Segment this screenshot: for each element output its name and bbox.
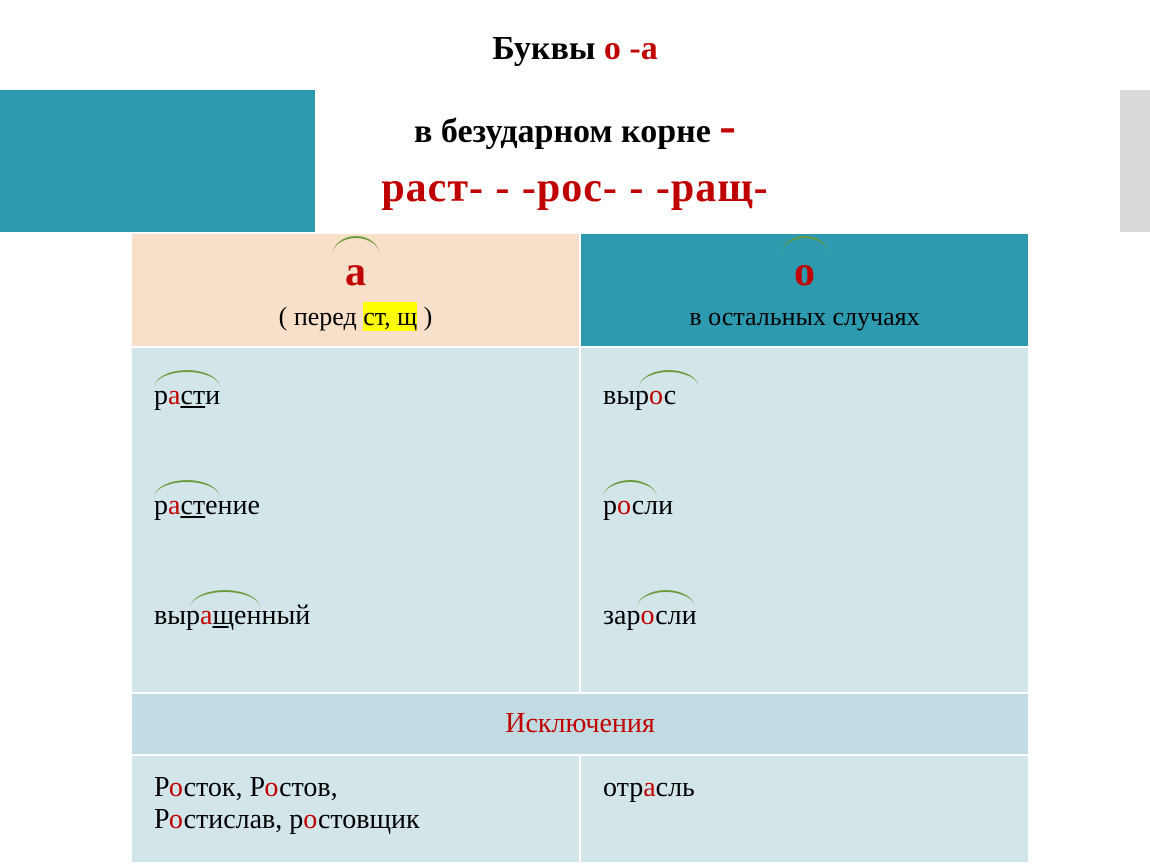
title-line-1: Буквы о -а: [0, 30, 1150, 68]
rule-table: а ( перед ст, щ ) о в остальных случаях …: [130, 232, 1030, 864]
sub-label-left: ( перед ст, щ ): [154, 302, 557, 332]
exception-line: Росток, Ростов,: [154, 772, 557, 804]
title-text-part: Буквы: [492, 30, 604, 67]
arc-icon: [603, 480, 657, 498]
exceptions-header: Исключения: [131, 693, 1029, 755]
exceptions-left-cell: Росток, Ростов,Ростислав, ростовщик: [131, 755, 580, 863]
exception-line: Ростислав, ростовщик: [154, 804, 557, 836]
arc-icon: [154, 480, 220, 498]
examples-left-cell: расти растение выращенный: [131, 347, 580, 693]
exceptions-row: Росток, Ростов,Ростислав, ростовщик отра…: [131, 755, 1029, 863]
title-line-3: раст- - -рос- - -ращ-: [0, 164, 1150, 212]
arc-icon: [332, 236, 380, 256]
examples-right-cell: вырос росли заросли: [580, 347, 1029, 693]
dash-icon: -: [719, 97, 736, 153]
title-area: Буквы о -а в безударном корне - раст- - …: [0, 30, 1150, 212]
letter-a: а: [345, 248, 366, 296]
example-word: растение: [154, 490, 260, 522]
letter-o: о: [794, 248, 815, 296]
arc-icon: [154, 370, 220, 388]
example-word: вырос: [603, 380, 676, 412]
title-line2-text: в безударном корне: [414, 113, 719, 150]
sub-before: ( перед: [279, 302, 364, 331]
exceptions-header-row: Исключения: [131, 693, 1029, 755]
arc-icon: [190, 590, 260, 608]
example-word: заросли: [603, 600, 697, 632]
arc-icon: [637, 590, 695, 608]
title-line-2: в безударном корне -: [0, 96, 1150, 154]
exception-line: отрасль: [603, 772, 1006, 804]
arc-icon: [639, 370, 699, 388]
sub-highlight: ст, щ: [363, 302, 417, 331]
example-word: выращенный: [154, 600, 310, 632]
title-red-part: о -а: [604, 30, 658, 67]
exceptions-right-cell: отрасль: [580, 755, 1029, 863]
example-word: расти: [154, 380, 220, 412]
sub-label-right: в остальных случаях: [603, 302, 1006, 332]
header-row: а ( перед ст, щ ) о в остальных случаях: [131, 233, 1029, 347]
header-cell-o: о в остальных случаях: [580, 233, 1029, 347]
examples-row: расти растение выращенный вырос росли заросл…: [131, 347, 1029, 693]
sub-after: ): [417, 302, 432, 331]
arc-icon: [781, 236, 829, 256]
header-cell-a: а ( перед ст, щ ): [131, 233, 580, 347]
example-word: росли: [603, 490, 673, 522]
